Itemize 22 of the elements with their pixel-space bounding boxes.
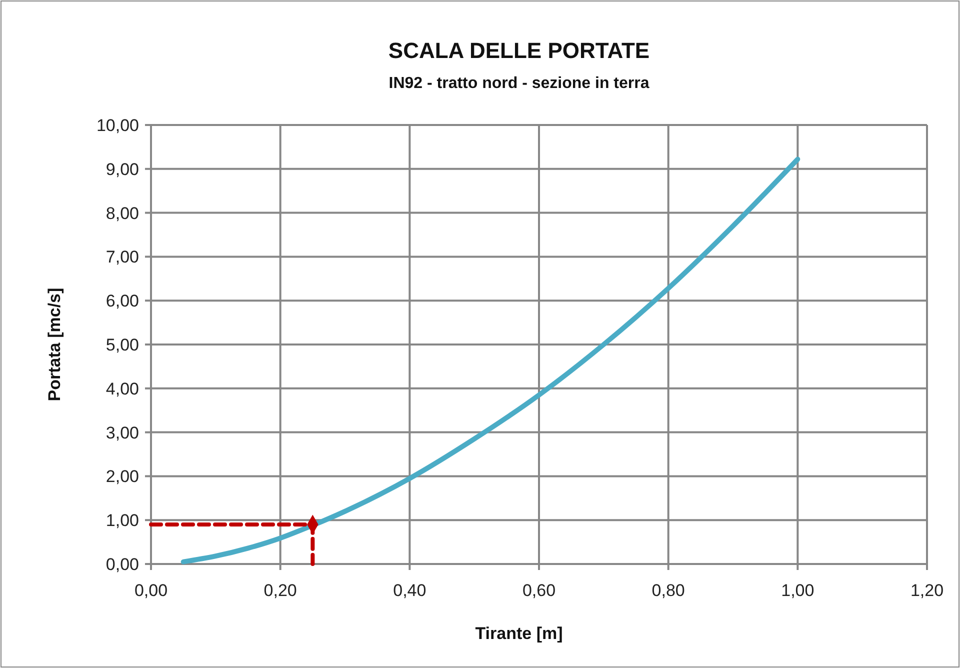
y-tick-label: 0,00 xyxy=(106,554,139,574)
y-tick-label: 6,00 xyxy=(106,292,139,311)
chart-title: SCALA DELLE PORTATE xyxy=(388,38,650,63)
y-tick-label: 2,00 xyxy=(106,467,139,486)
x-axis-title: Tirante [m] xyxy=(475,624,563,643)
x-tick-label: 0,40 xyxy=(393,581,426,600)
y-tick-label: 5,00 xyxy=(106,335,139,354)
x-tick-label: 0,00 xyxy=(134,581,168,600)
y-axis-title: Portata [mc/s] xyxy=(45,288,64,402)
y-tick-label: 8,00 xyxy=(106,204,139,223)
y-tick-label: 3,00 xyxy=(106,423,139,442)
y-tick-label: 1,00 xyxy=(106,511,139,530)
x-tick-label: 0,20 xyxy=(264,581,297,600)
y-tick-label: 4,00 xyxy=(106,379,139,398)
x-tick-label: 1,00 xyxy=(781,581,814,600)
y-tick-label: 9,00 xyxy=(106,160,139,179)
y-tick-label: 7,00 xyxy=(106,248,139,267)
x-tick-label: 0,60 xyxy=(522,581,556,600)
x-tick-label: 0,80 xyxy=(652,581,685,600)
x-tick-label: 1,20 xyxy=(910,581,944,600)
chart-subtitle: IN92 - tratto nord - sezione in terra xyxy=(388,75,650,92)
y-tick-label: 10,00 xyxy=(96,116,139,135)
